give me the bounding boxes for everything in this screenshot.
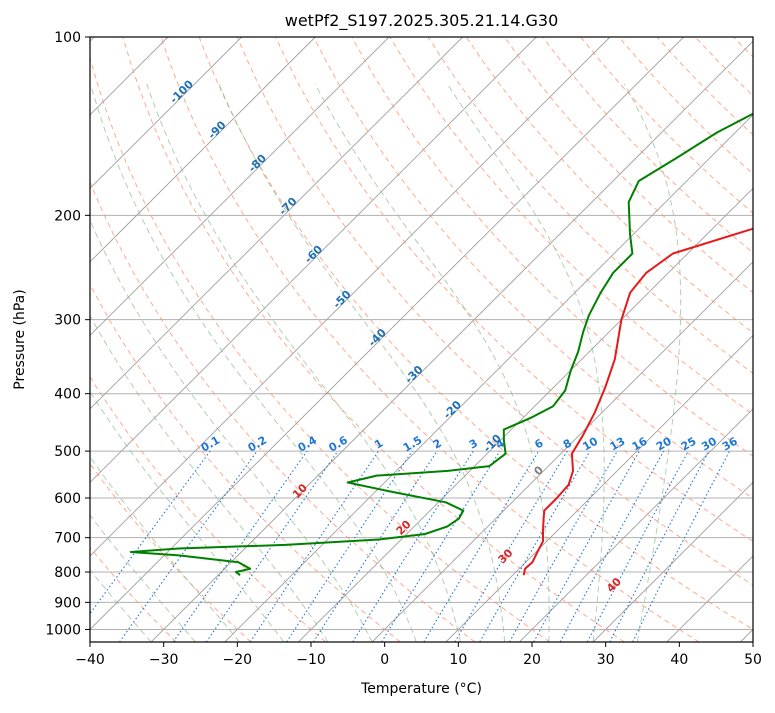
dry-adiabat-line bbox=[390, 37, 775, 642]
x-axis-label: Temperature (°C) bbox=[360, 681, 482, 697]
dry-adiabat-line bbox=[0, 37, 326, 642]
dry-adiabat-line bbox=[8, 37, 400, 642]
isotherm-line bbox=[0, 37, 315, 642]
x-tick-label: −20 bbox=[223, 652, 253, 668]
isotherm-line bbox=[593, 37, 775, 642]
x-tick-label: −10 bbox=[296, 652, 326, 668]
isotherm-line bbox=[4, 37, 610, 642]
x-tick-label: 20 bbox=[523, 652, 541, 668]
isotherm-line bbox=[519, 37, 775, 642]
dry-adiabat-line bbox=[466, 37, 775, 642]
mixing-ratio-label: 3 bbox=[467, 437, 480, 452]
x-tick-label: −30 bbox=[149, 652, 179, 668]
isotherm-line bbox=[667, 37, 775, 642]
isotherm-label: -80 bbox=[246, 152, 269, 175]
y-tick-label: 300 bbox=[54, 313, 81, 329]
moist-adiabat-line bbox=[624, 84, 680, 642]
isotherm-line bbox=[0, 37, 463, 642]
y-tick-label: 1000 bbox=[45, 622, 81, 638]
x-tick-label: 50 bbox=[744, 652, 762, 668]
y-tick-label: 600 bbox=[54, 491, 81, 507]
isotherm-line bbox=[0, 37, 389, 642]
mixing-ratio-label: 6 bbox=[532, 436, 545, 451]
y-tick-label: 200 bbox=[54, 208, 81, 224]
y-tick-label: 800 bbox=[54, 565, 81, 581]
moist-adiabat-line bbox=[0, 84, 195, 642]
mixing-ratio-line bbox=[534, 451, 640, 642]
x-tick-label: 40 bbox=[670, 652, 688, 668]
x-tick-label: 30 bbox=[597, 652, 615, 668]
x-tick-label: 0 bbox=[380, 652, 389, 668]
dry-adiabat-line bbox=[352, 37, 775, 642]
dry-adiabat-line bbox=[199, 37, 774, 642]
dry-adiabat-line bbox=[619, 37, 775, 642]
y-axis-label: Pressure (hPa) bbox=[12, 289, 28, 389]
isotherm-label: -40 bbox=[366, 326, 389, 349]
isotherm-line bbox=[0, 37, 536, 642]
chart-title: wetPf2_S197.2025.305.21.14.G30 bbox=[285, 11, 559, 31]
x-tick-label: −40 bbox=[75, 652, 105, 668]
moist-adiabat-line bbox=[0, 84, 284, 642]
isotherm-label: -70 bbox=[276, 194, 299, 217]
mixing-ratio-line bbox=[424, 451, 539, 642]
y-tick-label: 700 bbox=[54, 531, 81, 547]
isotherm-line bbox=[151, 37, 757, 642]
y-tick-label: 400 bbox=[54, 387, 81, 403]
isotherm-label: -30 bbox=[402, 363, 425, 386]
y-tick-label: 500 bbox=[54, 444, 81, 460]
y-tick-label: 100 bbox=[54, 30, 81, 46]
isotherm-label: -50 bbox=[330, 288, 353, 311]
isotherm-line bbox=[372, 37, 775, 642]
isotherm-label: -90 bbox=[205, 118, 228, 141]
mixing-ratio-label: 1 bbox=[372, 437, 385, 452]
mixing-ratio-line bbox=[587, 451, 688, 642]
mixing-ratio-line bbox=[455, 451, 567, 642]
isotherm-line bbox=[0, 37, 242, 642]
mixing-ratio-line bbox=[314, 451, 438, 642]
dry-adiabat-line bbox=[504, 37, 775, 642]
mixing-ratio-line bbox=[560, 451, 664, 642]
mixing-ratio-label: 2 bbox=[431, 437, 444, 452]
isotherm-label: -60 bbox=[302, 242, 325, 265]
mixing-ratio-line bbox=[353, 451, 474, 642]
y-tick-label: 900 bbox=[54, 595, 81, 611]
dry-adiabat-line bbox=[695, 37, 775, 642]
isotherm-label: -20 bbox=[441, 398, 464, 421]
isotherm-label: -100 bbox=[167, 77, 196, 106]
theta-label: 30 bbox=[496, 546, 516, 566]
dry-adiabat-line bbox=[772, 37, 775, 642]
x-tick-label: 10 bbox=[449, 652, 467, 668]
theta-label: 40 bbox=[604, 575, 624, 595]
moist-adiabat-line bbox=[315, 84, 549, 642]
dewpoint-profile-line bbox=[131, 37, 775, 575]
